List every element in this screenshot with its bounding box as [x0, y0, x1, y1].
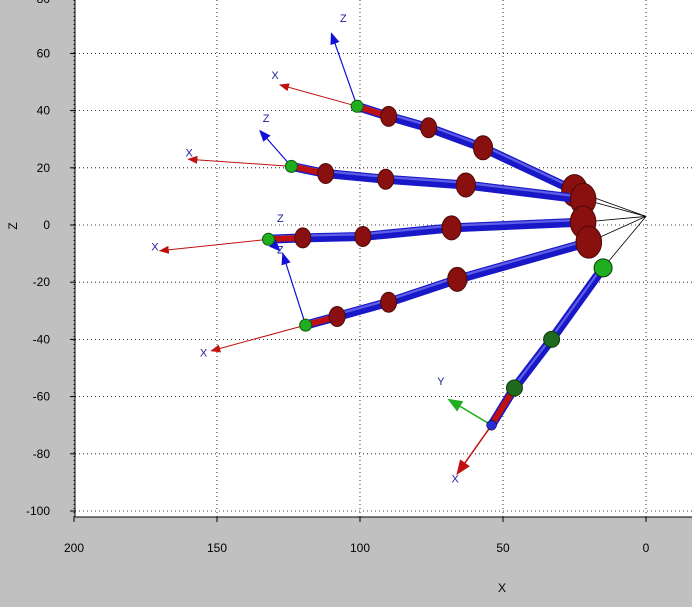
- finger-joint: [354, 225, 372, 247]
- fingertip-sphere: [261, 232, 275, 246]
- finger-joint: [420, 117, 438, 139]
- x-frame-label: X: [200, 348, 208, 360]
- thumb-joint: [593, 258, 613, 278]
- z-frame-label: Z: [340, 13, 347, 25]
- finger-joint: [441, 215, 462, 241]
- finger-4: XZ: [200, 225, 603, 360]
- thumb-joint: [543, 330, 561, 348]
- finger-bone-highlight: [481, 144, 576, 190]
- y-tick-label: 40: [37, 104, 51, 118]
- finger-joint: [380, 291, 398, 313]
- x-frame-arrow: [456, 424, 493, 476]
- finger-bone: [321, 169, 391, 184]
- finger-bone: [452, 237, 594, 284]
- finger-joint: [447, 266, 468, 292]
- axes: [74, 0, 692, 518]
- finger-bone-highlight: [456, 238, 590, 279]
- y-tick-label: 20: [37, 161, 51, 175]
- thumb-bone: [509, 334, 557, 393]
- y-frame-arrow: [447, 398, 492, 426]
- finger-bone-highlight: [361, 224, 453, 236]
- thumb: XY: [437, 258, 613, 485]
- finger-bone-highlight: [450, 218, 585, 227]
- z-frame-label: Z: [263, 113, 270, 125]
- thumb-bone-highlight: [513, 336, 553, 387]
- z-frame-label: Z: [277, 213, 284, 225]
- z-frame-arrow: [330, 32, 358, 107]
- fingertip-sphere: [350, 99, 364, 113]
- finger-bone: [461, 180, 588, 204]
- y-tick-label: -100: [26, 504, 50, 518]
- x-tick-label: 50: [496, 541, 510, 555]
- y-frame-label: Y: [437, 376, 445, 388]
- x-tick-label: 200: [64, 541, 84, 555]
- thumb-bone-highlight: [550, 264, 605, 339]
- finger-bone-highlight: [464, 181, 585, 199]
- y-tick-label: -40: [33, 332, 51, 346]
- y-tick-label: -80: [33, 447, 51, 461]
- y-tick-label: -20: [33, 275, 51, 289]
- finger-joint: [472, 135, 494, 161]
- thumb-bone: [547, 263, 608, 344]
- finger-joint: [328, 306, 346, 328]
- tendon-line: [602, 216, 647, 269]
- x-frame-label: X: [452, 473, 460, 485]
- x-tick-label: 0: [643, 541, 650, 555]
- finger-bone-highlight: [335, 298, 390, 316]
- y-tick-label: 60: [37, 46, 51, 60]
- finger-1: XZ: [271, 13, 588, 208]
- x-frame-arrow: [187, 155, 292, 167]
- finger-joint: [317, 163, 335, 185]
- fingertip-sphere: [284, 159, 298, 173]
- y-tick-label-top: 80: [37, 0, 51, 6]
- finger-bone: [447, 217, 588, 233]
- finger-bone: [332, 297, 394, 322]
- finger-bone-highlight: [387, 275, 459, 302]
- thumb-tip-sphere: [486, 419, 497, 431]
- y-tick-label: 0: [43, 218, 50, 232]
- finger-joint: [294, 227, 312, 249]
- finger-bone: [298, 231, 368, 243]
- x-frame-arrow: [158, 238, 269, 254]
- fingertip-sphere: [299, 318, 313, 332]
- z-frame-arrow: [259, 129, 292, 167]
- y-axis-label: Z: [6, 222, 20, 229]
- x-tick-label: 100: [350, 541, 370, 555]
- x-tick-label: 150: [207, 541, 227, 555]
- finger-bone: [478, 143, 579, 196]
- y-tick-label: -60: [33, 390, 51, 404]
- finger-joint: [380, 105, 398, 127]
- x-frame-label: X: [186, 147, 194, 159]
- finger-joint: [575, 225, 603, 259]
- x-frame-label: X: [151, 242, 159, 254]
- finger-bone-highlight: [324, 170, 387, 179]
- x-frame-arrow: [278, 83, 358, 107]
- thumb-joint: [505, 379, 523, 397]
- plot-background: [75, 0, 692, 517]
- finger-joint: [377, 168, 395, 190]
- finger-bone: [381, 174, 471, 190]
- finger-bone-highlight: [384, 175, 467, 184]
- finger-bone: [358, 223, 457, 241]
- finger-bone-highlight: [301, 233, 364, 237]
- x-frame-arrow: [210, 324, 306, 353]
- finger-joint: [455, 172, 476, 198]
- z-frame-label: Z: [277, 245, 284, 257]
- finger-bone: [384, 274, 462, 307]
- z-frame-arrow: [281, 252, 307, 326]
- x-frame-label: X: [271, 70, 279, 82]
- x-axis-label: X: [498, 581, 506, 595]
